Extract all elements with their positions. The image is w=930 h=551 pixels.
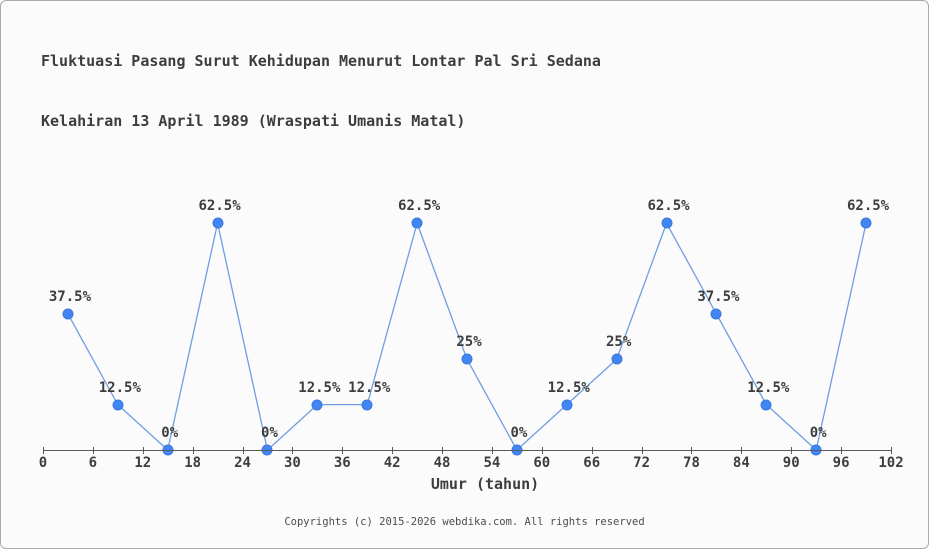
x-axis-tick <box>691 447 693 454</box>
data-point-marker <box>661 217 673 229</box>
x-axis-tick-label: 12 <box>134 455 152 471</box>
x-axis-tick-label: 60 <box>533 455 551 471</box>
data-point-label: 12.5% <box>747 379 790 396</box>
x-axis-tick <box>392 447 394 454</box>
data-point-marker <box>311 399 323 411</box>
data-point-label: 37.5% <box>48 288 92 305</box>
x-axis-tick <box>43 447 44 454</box>
chart-title-line2: Kelahiran 13 April 1989 (Wraspati Umanis… <box>41 112 466 130</box>
x-axis-tick <box>641 447 643 454</box>
x-axis-tick <box>491 447 493 454</box>
x-axis-tick <box>591 447 593 454</box>
data-point-label: 0% <box>510 425 528 441</box>
x-axis-tick-label: 54 <box>483 455 501 471</box>
x-axis-tick <box>442 447 444 454</box>
data-point-label: 0% <box>161 425 179 441</box>
x-axis-tick <box>192 447 194 454</box>
x-axis-line <box>43 450 891 451</box>
x-axis-tick-label: 24 <box>234 455 251 471</box>
x-axis-tick-label: 48 <box>433 455 451 471</box>
x-axis-tick <box>342 447 344 454</box>
x-axis-tick <box>541 447 543 454</box>
x-axis-tick-label: 96 <box>832 455 850 471</box>
data-point-label: 12.5% <box>298 379 341 396</box>
data-point-label: 25% <box>456 334 482 351</box>
copyright-footer: Copyrights (c) 2015-2026 webdika.com. Al… <box>284 516 645 528</box>
data-point-label: 37.5% <box>697 288 740 305</box>
x-axis-tick <box>242 447 244 454</box>
data-point-label: 12.5% <box>98 379 141 396</box>
x-axis-tick-label: 84 <box>732 455 750 471</box>
data-point-marker <box>212 217 224 229</box>
data-point-marker <box>62 308 74 320</box>
data-point-marker <box>760 399 772 411</box>
x-axis-tick <box>791 447 793 454</box>
data-point-marker <box>411 217 423 229</box>
x-axis-tick <box>92 447 94 454</box>
x-axis-title: Umur (tahun) <box>430 475 540 493</box>
data-point-label: 0% <box>809 425 827 441</box>
chart-title: Fluktuasi Pasang Surut Kehidupan Menurut… <box>41 11 601 171</box>
data-point-marker <box>710 308 722 320</box>
data-point-label: 62.5% <box>198 198 241 215</box>
x-axis-tick-label: 90 <box>782 455 800 471</box>
data-point-label: 0% <box>261 425 278 441</box>
x-axis-tick <box>841 447 843 454</box>
x-axis-tick-label: 78 <box>683 455 700 471</box>
data-point-label: 12.5% <box>547 379 590 396</box>
x-axis-tick <box>891 447 892 454</box>
x-axis-tick-label: 36 <box>333 455 351 471</box>
data-point-marker <box>461 353 473 365</box>
data-point-marker <box>112 399 124 411</box>
data-point-label: 62.5% <box>647 198 690 215</box>
data-point-marker <box>561 399 573 411</box>
x-axis-tick-label: 42 <box>383 455 401 471</box>
data-point-marker <box>860 217 872 229</box>
data-point-label: 25% <box>605 334 632 351</box>
data-point-marker <box>361 399 373 411</box>
data-point-marker <box>611 353 623 365</box>
x-axis-tick <box>142 447 144 454</box>
x-axis-tick-label: 72 <box>633 455 651 471</box>
x-axis-tick-label: 30 <box>283 455 301 471</box>
data-point-label: 12.5% <box>348 379 391 396</box>
x-axis-tick-label: 18 <box>184 455 202 471</box>
x-axis-tick <box>741 447 743 454</box>
x-axis-tick-label: 0 <box>38 455 48 471</box>
x-axis-tick <box>292 447 294 454</box>
chart-title-line1: Fluktuasi Pasang Surut Kehidupan Menurut… <box>41 52 601 70</box>
x-axis-tick-label: 66 <box>583 455 601 471</box>
x-axis-tick-label: 102 <box>878 455 904 471</box>
data-point-label: 62.5% <box>846 198 890 215</box>
data-point-label: 62.5% <box>398 198 441 215</box>
x-axis-tick-label: 6 <box>88 455 98 471</box>
